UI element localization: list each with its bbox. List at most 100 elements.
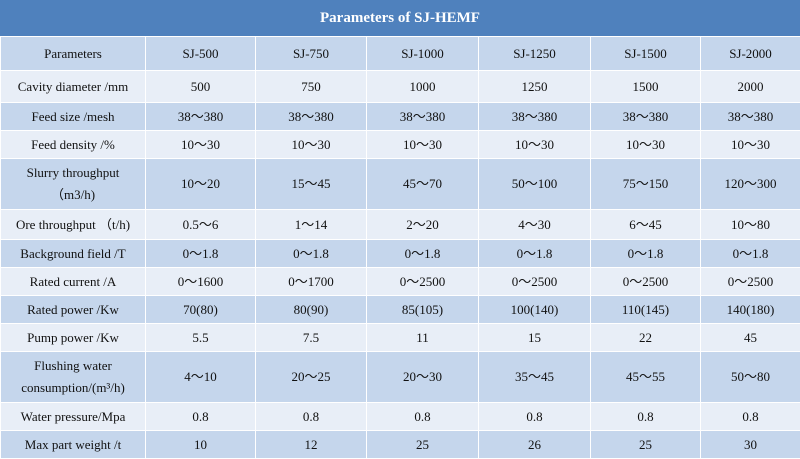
cell: 10～30	[256, 131, 367, 159]
cell: 6～45	[591, 210, 701, 240]
row-label: Flushing water consumption/(m³/h)	[1, 352, 146, 403]
cell: SJ-2000	[701, 37, 800, 71]
row-label: Background field /T	[1, 240, 146, 268]
cell: 0～2500	[701, 268, 800, 296]
table-title: Parameters of SJ-HEMF	[0, 0, 800, 36]
cell: 38～380	[256, 103, 367, 131]
row-label: Water pressure/Mpa	[1, 403, 146, 431]
cell: 75～150	[591, 159, 701, 210]
row-label: Ore throughput （t/h)	[1, 210, 146, 240]
cell: 140(180)	[701, 296, 800, 324]
cell: 0～2500	[591, 268, 701, 296]
row-label: Pump power /Kw	[1, 324, 146, 352]
cell: 85(105)	[367, 296, 479, 324]
cell: 0～2500	[479, 268, 591, 296]
cell: 0～1700	[256, 268, 367, 296]
row-label: Feed density /%	[1, 131, 146, 159]
cell: SJ-1250	[479, 37, 591, 71]
cell: 38～380	[146, 103, 256, 131]
cell: 10～30	[367, 131, 479, 159]
cell: 26	[479, 431, 591, 459]
cell: SJ-500	[146, 37, 256, 71]
cell: 10～80	[701, 210, 800, 240]
cell: 5.5	[146, 324, 256, 352]
cell: 0.8	[146, 403, 256, 431]
cell: 0～1600	[146, 268, 256, 296]
cell: 10～20	[146, 159, 256, 210]
cell: 10～30	[701, 131, 800, 159]
cell: 1000	[367, 71, 479, 103]
row-label: Slurry throughput （m3/h)	[1, 159, 146, 210]
cell: 45～70	[367, 159, 479, 210]
cell: 38～380	[367, 103, 479, 131]
cell: 1500	[591, 71, 701, 103]
cell: 4～30	[479, 210, 591, 240]
cell: 0.8	[591, 403, 701, 431]
row-label: Rated current /A	[1, 268, 146, 296]
row-label: Rated power /Kw	[1, 296, 146, 324]
cell: 0.8	[367, 403, 479, 431]
cell: 30	[701, 431, 800, 459]
cell: 0～1.8	[367, 240, 479, 268]
cell: 12	[256, 431, 367, 459]
cell: 0～1.8	[146, 240, 256, 268]
cell: 2000	[701, 71, 800, 103]
cell: 0.8	[701, 403, 800, 431]
cell: SJ-1000	[367, 37, 479, 71]
cell: 0～1.8	[479, 240, 591, 268]
cell: 10	[146, 431, 256, 459]
cell: 7.5	[256, 324, 367, 352]
cell: 11	[367, 324, 479, 352]
cell: 10～30	[479, 131, 591, 159]
cell: 15	[479, 324, 591, 352]
cell: 38～380	[591, 103, 701, 131]
cell: SJ-1500	[591, 37, 701, 71]
cell: 10～30	[591, 131, 701, 159]
cell: 0.5～6	[146, 210, 256, 240]
cell: 50～80	[701, 352, 800, 403]
cell: 25	[591, 431, 701, 459]
cell: SJ-750	[256, 37, 367, 71]
row-label: Parameters	[1, 37, 146, 71]
cell: 2～20	[367, 210, 479, 240]
cell: 0～1.8	[591, 240, 701, 268]
cell: 45	[701, 324, 800, 352]
cell: 50～100	[479, 159, 591, 210]
cell: 15～45	[256, 159, 367, 210]
cell: 100(140)	[479, 296, 591, 324]
cell: 1250	[479, 71, 591, 103]
cell: 80(90)	[256, 296, 367, 324]
cell: 0～1.8	[256, 240, 367, 268]
cell: 38～380	[701, 103, 800, 131]
cell: 38～380	[479, 103, 591, 131]
row-label: Feed size /mesh	[1, 103, 146, 131]
cell: 70(80)	[146, 296, 256, 324]
cell: 110(145)	[591, 296, 701, 324]
cell: 4～10	[146, 352, 256, 403]
cell: 20～30	[367, 352, 479, 403]
cell: 750	[256, 71, 367, 103]
cell: 35～45	[479, 352, 591, 403]
cell: 0.8	[479, 403, 591, 431]
row-label: Max part weight /t	[1, 431, 146, 459]
cell: 120～300	[701, 159, 800, 210]
cell: 0.8	[256, 403, 367, 431]
cell: 22	[591, 324, 701, 352]
data-row: Flushing water consumption/(m³/h)4～10 20～…	[1, 352, 800, 403]
cell: 0～1.8	[701, 240, 800, 268]
